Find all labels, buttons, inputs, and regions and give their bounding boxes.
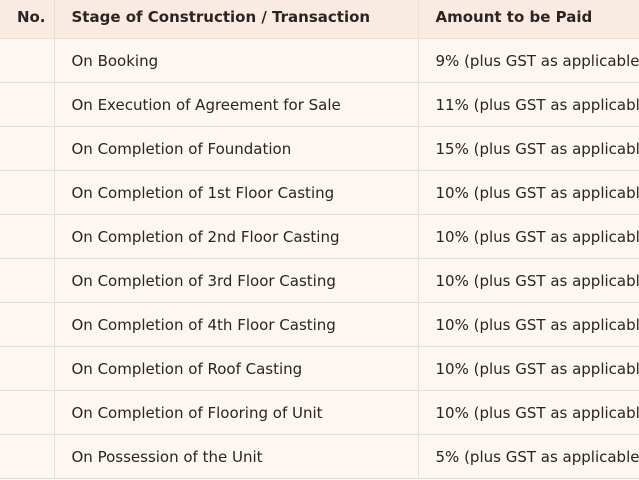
cell-stage: On Execution of Agreement for Sale: [54, 82, 419, 127]
header-amount: Amount to be Paid: [418, 0, 639, 39]
table-row: On Completion of 2nd Floor Casting 10% (…: [0, 214, 639, 259]
cell-amount: 10% (plus GST as applicable: [418, 214, 639, 259]
cell-stage: On Completion of 2nd Floor Casting: [54, 214, 419, 259]
cell-amount: 11% (plus GST as applicable: [418, 82, 639, 127]
cell-amount: 5% (plus GST as applicable): [418, 434, 639, 479]
cell-stage: On Completion of 3rd Floor Casting: [54, 258, 419, 303]
table-row: On Possession of the Unit 5% (plus GST a…: [0, 434, 639, 479]
cell-no: [0, 126, 55, 171]
cell-amount: 10% (plus GST as applicable: [418, 390, 639, 435]
cell-no: [0, 214, 55, 259]
cell-amount: 15% (plus GST as applicable: [418, 126, 639, 171]
header-stage: Stage of Construction / Transaction: [54, 0, 419, 39]
cell-no: [0, 302, 55, 347]
cell-no: [0, 390, 55, 435]
cell-stage: On Completion of 4th Floor Casting: [54, 302, 419, 347]
cell-stage: On Completion of Foundation: [54, 126, 419, 171]
table-row: On Completion of Roof Casting 10% (plus …: [0, 346, 639, 391]
cell-stage: On Completion of Flooring of Unit: [54, 390, 419, 435]
cell-no: [0, 434, 55, 479]
cell-no: [0, 346, 55, 391]
cell-amount: 10% (plus GST as applicable: [418, 302, 639, 347]
table-row: On Completion of 4th Floor Casting 10% (…: [0, 302, 639, 347]
table-row: On Completion of Foundation 15% (plus GS…: [0, 126, 639, 171]
cell-no: [0, 38, 55, 83]
cell-stage: On Completion of 1st Floor Casting: [54, 170, 419, 215]
cell-no: [0, 258, 55, 303]
table-row: On Execution of Agreement for Sale 11% (…: [0, 82, 639, 127]
table-row: On Completion of 1st Floor Casting 10% (…: [0, 170, 639, 215]
cell-stage: On Completion of Roof Casting: [54, 346, 419, 391]
cell-amount: 9% (plus GST as applicable): [418, 38, 639, 83]
cell-stage: On Booking: [54, 38, 419, 83]
table-header-row: No. Stage of Construction / Transaction …: [0, 0, 639, 39]
cell-amount: 10% (plus GST as applicable: [418, 170, 639, 215]
table-row: On Booking 9% (plus GST as applicable): [0, 38, 639, 83]
cell-stage: On Possession of the Unit: [54, 434, 419, 479]
header-no: No.: [0, 0, 55, 39]
cell-amount: 10% (plus GST as applicable: [418, 258, 639, 303]
table-row: On Completion of Flooring of Unit 10% (p…: [0, 390, 639, 435]
cell-no: [0, 170, 55, 215]
cell-amount: 10% (plus GST as applicable: [418, 346, 639, 391]
table-row: On Completion of 3rd Floor Casting 10% (…: [0, 258, 639, 303]
cell-no: [0, 82, 55, 127]
